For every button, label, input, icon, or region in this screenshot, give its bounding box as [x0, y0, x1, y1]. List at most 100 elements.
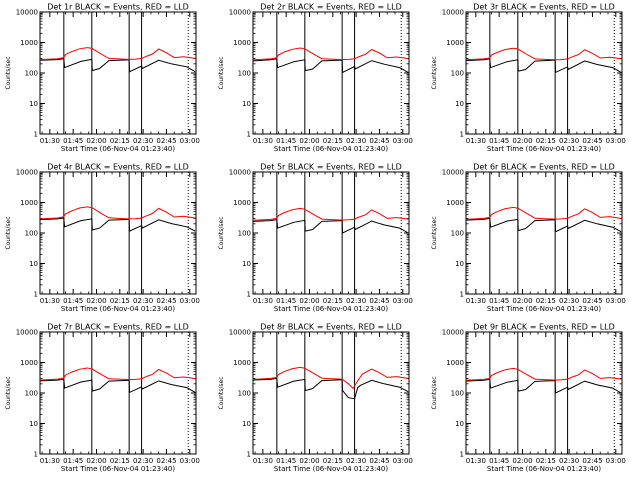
lld-series-line: [252, 47, 409, 61]
events-series-line: [465, 58, 622, 74]
events-series-line: [465, 217, 622, 233]
y-tick-label: 10: [455, 100, 464, 108]
chart-title: Det 9r BLACK = Events, RED = LLD: [473, 323, 615, 332]
events-series-line: [39, 58, 196, 73]
y-tick-label: 100: [451, 70, 464, 78]
y-axis-label: Counts/sec: [431, 216, 438, 249]
y-tick-label: 10: [455, 420, 464, 428]
y-tick-label: 1: [460, 291, 464, 299]
lld-series-line: [465, 367, 622, 381]
y-axis-label: Counts/sec: [218, 56, 225, 89]
y-tick-label: 10: [242, 260, 251, 268]
chart-panel-1: Det 1r BLACK = Events, RED = LLD 1 10 100 10…: [5, 3, 200, 154]
x-tick-label: 02:00: [512, 137, 532, 145]
x-axis-label: Start Time (06-Nov-04 01:23:40): [61, 305, 175, 313]
chart-panel-6: Det 6r BLACK = Events, RED = LLD 1 10 100 10…: [431, 163, 626, 314]
y-tick-label: 1: [460, 451, 464, 459]
x-tick-label: 02:30: [133, 297, 153, 305]
y-tick-label: 100: [451, 230, 464, 238]
x-tick-label: 02:00: [86, 457, 106, 465]
y-axis-label: Counts/sec: [5, 376, 12, 409]
y-tick-label: 10000: [442, 169, 464, 177]
y-tick-label: 10: [29, 100, 38, 108]
x-tick-label: 02:45: [369, 457, 389, 465]
x-tick-label: 02:30: [133, 457, 153, 465]
x-tick-label: 01:45: [489, 457, 509, 465]
lld-series-line: [252, 207, 409, 221]
y-tick-label: 10000: [229, 169, 251, 177]
chart-title: Det 6r BLACK = Events, RED = LLD: [473, 163, 615, 172]
x-tick-label: 02:00: [299, 297, 319, 305]
x-tick-label: 03:00: [606, 137, 626, 145]
y-tick-label: 10000: [442, 329, 464, 337]
x-tick-label: 01:45: [489, 137, 509, 145]
x-tick-label: 02:15: [536, 137, 556, 145]
y-tick-label: 100: [25, 70, 38, 78]
y-tick-label: 10000: [442, 9, 464, 17]
x-axis-label: Start Time (06-Nov-04 01:23:40): [274, 305, 388, 313]
y-tick-label: 1000: [20, 359, 38, 367]
x-tick-label: 01:30: [466, 457, 486, 465]
x-axis-label: Start Time (06-Nov-04 01:23:40): [487, 305, 601, 313]
x-tick-label: 02:15: [110, 297, 130, 305]
x-tick-label: 01:30: [466, 137, 486, 145]
events-series-line: [39, 217, 196, 232]
chart-panel-9: Det 9r BLACK = Events, RED = LLD 1 10 100 10…: [431, 323, 626, 474]
y-tick-label: 100: [451, 390, 464, 398]
x-axis-label: Start Time (06-Nov-04 01:23:40): [274, 465, 388, 473]
chart-panel-7: Det 7r BLACK = Events, RED = LLD 1 10 100 10…: [5, 323, 200, 474]
chart-panel-5: Det 5r BLACK = Events, RED = LLD 1 10 100 10…: [218, 163, 413, 314]
x-axis-label: Start Time (06-Nov-04 01:23:40): [487, 145, 601, 153]
chart-panel-3: Det 3r BLACK = Events, RED = LLD 1 10 100 10…: [431, 3, 626, 154]
chart-panel-8: Det 8r BLACK = Events, RED = LLD 1 10 100 10…: [218, 323, 413, 474]
events-series-line: [465, 378, 622, 394]
x-tick-label: 01:45: [276, 137, 296, 145]
x-tick-label: 02:45: [156, 297, 176, 305]
chart-title: Det 3r BLACK = Events, RED = LLD: [473, 3, 615, 12]
events-series-line: [252, 219, 409, 234]
x-tick-label: 02:30: [133, 137, 153, 145]
x-tick-label: 02:15: [110, 137, 130, 145]
y-tick-label: 1: [34, 131, 38, 139]
chart-title: Det 7r BLACK = Events, RED = LLD: [47, 323, 189, 332]
y-axis-label: Counts/sec: [431, 56, 438, 89]
y-tick-label: 100: [238, 70, 251, 78]
chart-title: Det 5r BLACK = Events, RED = LLD: [260, 163, 402, 172]
x-tick-label: 02:30: [346, 297, 366, 305]
x-axis-label: Start Time (06-Nov-04 01:23:40): [274, 145, 388, 153]
x-tick-label: 02:00: [86, 297, 106, 305]
y-axis-label: Counts/sec: [218, 216, 225, 249]
lld-series-line: [39, 367, 196, 381]
y-tick-label: 10000: [229, 9, 251, 17]
y-tick-label: 100: [25, 230, 38, 238]
x-tick-label: 02:15: [110, 457, 130, 465]
y-tick-label: 100: [25, 390, 38, 398]
chart-title: Det 2r BLACK = Events, RED = LLD: [260, 3, 402, 12]
x-tick-label: 03:00: [393, 297, 413, 305]
chart-title: Det 1r BLACK = Events, RED = LLD: [47, 3, 189, 12]
x-tick-label: 01:45: [63, 137, 83, 145]
x-tick-label: 01:30: [40, 457, 60, 465]
x-tick-label: 02:30: [559, 137, 579, 145]
y-tick-label: 10: [29, 420, 38, 428]
x-tick-label: 02:45: [369, 297, 389, 305]
x-tick-label: 02:00: [86, 137, 106, 145]
events-series-line: [252, 58, 409, 74]
x-tick-label: 02:15: [323, 297, 343, 305]
y-tick-label: 1000: [446, 39, 464, 47]
y-tick-label: 1000: [446, 359, 464, 367]
x-tick-label: 02:00: [299, 137, 319, 145]
y-tick-label: 100: [238, 230, 251, 238]
x-tick-label: 01:30: [253, 137, 273, 145]
y-tick-label: 1000: [20, 39, 38, 47]
x-tick-label: 03:00: [606, 457, 626, 465]
y-axis-label: Counts/sec: [5, 56, 12, 89]
y-axis-label: Counts/sec: [218, 376, 225, 409]
x-tick-label: 03:00: [606, 297, 626, 305]
x-tick-label: 02:00: [512, 297, 532, 305]
x-tick-label: 02:30: [346, 457, 366, 465]
x-tick-label: 03:00: [393, 457, 413, 465]
x-tick-label: 01:30: [466, 297, 486, 305]
lld-series-line: [39, 47, 196, 61]
